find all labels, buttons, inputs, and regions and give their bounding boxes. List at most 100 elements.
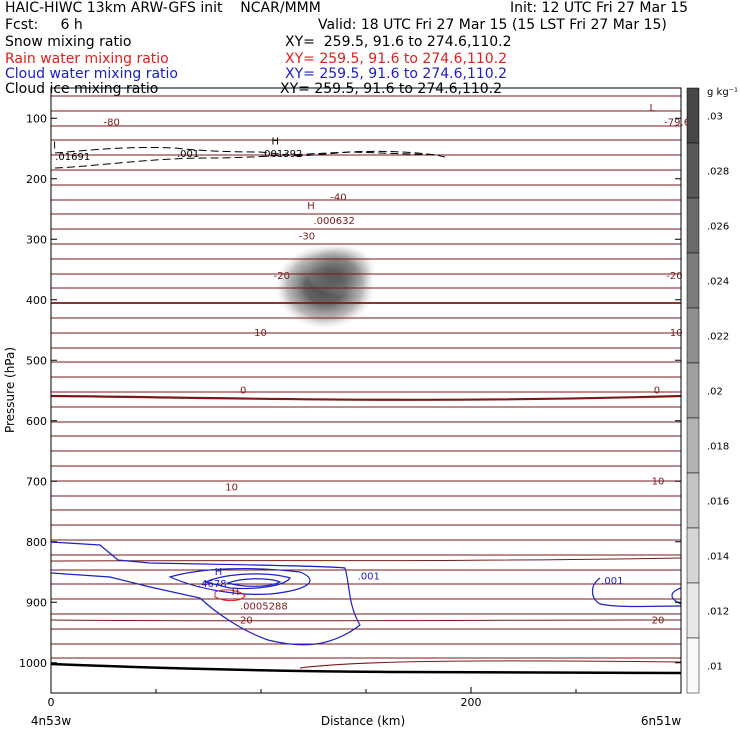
colorbar-tick-label: .02: [707, 387, 723, 398]
y-tick-label: 100: [26, 112, 47, 125]
cloud-water-label: .001: [601, 576, 623, 587]
colorbar-tick-label: .03: [707, 112, 723, 123]
colorbar-segment: [686, 197, 700, 254]
colorbar-tick-label: .028: [707, 167, 729, 178]
colorbar-tick-label: .016: [707, 497, 729, 508]
y-tick-label: 500: [26, 354, 47, 367]
y-tick-label: 300: [26, 233, 47, 246]
cloud-water-label: .001: [358, 571, 380, 582]
cloud-ice-contour: [54, 150, 446, 169]
y-tick-label: 1000: [19, 657, 47, 670]
colorbar-segment: [686, 252, 700, 309]
y-tick-label: 200: [26, 173, 47, 186]
cloud-water-label: .4678: [198, 579, 227, 590]
y-tick-label: 900: [26, 596, 47, 609]
colorbar-tick-label: .018: [707, 442, 729, 453]
isotherm-label: -80: [104, 118, 120, 129]
cloud-water-contour: [203, 573, 291, 590]
colorbar-segment: [686, 637, 700, 694]
colorbar-tick-label: .022: [707, 332, 729, 343]
field-cloudice-xy: XY= 259.5, 91.6 to 274.6,110.2: [280, 81, 503, 97]
isotherm-label: 20: [240, 615, 253, 626]
cloud-water-contour: [591, 577, 681, 608]
isotherm-label: 10: [652, 476, 665, 487]
colorbar-segment: [686, 582, 700, 639]
isotherm-line: [51, 557, 681, 562]
isotherm-label: -30: [299, 231, 315, 242]
isotherm-line: [299, 660, 681, 669]
isotherm-label: -10: [666, 328, 682, 339]
cloud-ice-label: H: [272, 136, 280, 147]
rain-water-contour: [214, 589, 246, 602]
isotherm-label: .000632: [314, 216, 355, 227]
colorbar-tick-label: .026: [707, 222, 729, 233]
isotherm-label: -10: [251, 328, 267, 339]
colorbar-tick-label: .01: [707, 662, 723, 673]
contour-label-layer: -80 L -79.62 -40 H .000632 -30 -20 -20 -10 -10 0 0 10…: [53, 103, 696, 626]
colorbar-segment: [686, 527, 700, 584]
isotherm-line: [51, 619, 681, 622]
cloud-ice-contour: [54, 146, 441, 157]
y-axis-label: Pressure (hPa): [3, 347, 17, 433]
y-tick-label: 400: [26, 294, 47, 307]
colorbar-tick-label: .024: [707, 277, 729, 288]
isotherm-label: H: [307, 201, 315, 212]
field-cloudwater-xy: XY= 259.5, 91.6 to 274.6,110.2: [285, 66, 508, 82]
colorbar-segment: [686, 472, 700, 529]
colorbar-segment: [686, 417, 700, 474]
isotherm-0c-line: [51, 394, 681, 401]
cloud-water-contour: [226, 578, 282, 587]
field-cloudice-label: Cloud ice mixing ratio: [5, 81, 159, 97]
header-init-time: Init: 12 UTC Fri 27 Mar 15: [510, 0, 689, 16]
colorbar-tick-label: .014: [707, 552, 729, 563]
cloud-ice-label: .01691: [55, 152, 90, 163]
isotherm-label: 0: [240, 386, 246, 397]
isotherm-label: -40: [330, 193, 346, 204]
field-snow-label: Snow mixing ratio: [5, 34, 132, 50]
contour-layer: [51, 95, 681, 675]
colorbar-tick-label: .012: [707, 607, 729, 618]
colorbar-segment: [686, 362, 700, 419]
isotherm-label: H: [232, 587, 240, 598]
x-endpoint-left: 4n53w: [31, 714, 72, 728]
colorbar-segment: [686, 142, 700, 199]
cloud-water-contour: [671, 587, 681, 605]
isotherm-label: -79.62: [664, 118, 696, 129]
y-tick-label: 600: [26, 415, 47, 428]
field-snow-xy: XY= 259.5, 91.6 to 274.6,110.2: [285, 34, 512, 50]
header-title: HAIC-HIWC 13km ARW-GFS init NCAR/MMM: [5, 0, 321, 16]
isotherm-label: 10: [225, 482, 238, 493]
isotherm-label: -20: [274, 271, 290, 282]
cloud-water-contour: [168, 567, 311, 595]
y-tick-label: 800: [26, 536, 47, 549]
isotherm-label: 20: [652, 615, 665, 626]
colorbar: .03 .028 .026 .024 .022 .02 .018 .016 .014 .012 .0…: [686, 87, 729, 694]
cloud-ice-label: I: [53, 141, 56, 152]
isotherm-label: -20: [666, 271, 682, 282]
cloud-ice-label: .001392: [261, 149, 302, 160]
x-endpoint-right: 6n51w: [641, 714, 682, 728]
x-axis-label: Distance (km): [321, 714, 405, 728]
isotherm-label: 0: [654, 386, 660, 397]
plot-frame: [50, 87, 682, 694]
isotherm-label: .0005288: [240, 602, 288, 613]
header-valid-time: Valid: 18 UTC Fri 27 Mar 15 (15 LST Fri …: [318, 17, 667, 33]
surface-line: [51, 662, 681, 675]
field-rain-xy: XY= 259.5, 91.6 to 274.6,110.2: [285, 51, 508, 67]
field-rain-label: Rain water mixing ratio: [5, 51, 169, 67]
x-tick-label: 0: [48, 696, 55, 709]
x-tick-label: 200: [461, 696, 482, 709]
snow-shading-upper: [304, 244, 376, 296]
colorbar-segment: [686, 307, 700, 364]
cloud-water-contour: [51, 541, 361, 646]
header-forecast-hour: Fcst: 6 h: [5, 17, 83, 33]
colorbar-segment: [686, 87, 700, 144]
field-cloudwater-label: Cloud water mixing ratio: [5, 66, 178, 82]
cloud-ice-label: .001: [177, 149, 199, 160]
colorbar-unit: g kg⁻¹: [707, 87, 738, 98]
cloud-water-label: H: [215, 567, 223, 578]
isotherm-label: L: [650, 103, 656, 114]
y-tick-label: 700: [26, 475, 47, 488]
